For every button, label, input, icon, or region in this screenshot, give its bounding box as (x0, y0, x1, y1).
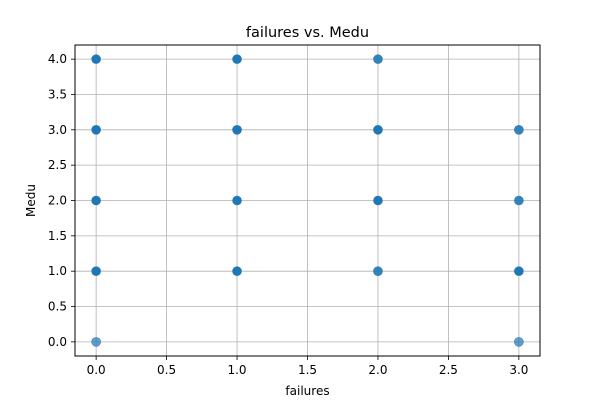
x-tick-label: 2.0 (368, 363, 387, 377)
scatter-point (373, 125, 383, 135)
data-points (91, 54, 524, 347)
scatter-point (373, 266, 383, 276)
scatter-point (514, 125, 524, 135)
y-tick-label: 2.0 (48, 194, 67, 208)
scatter-point (91, 54, 101, 64)
scatter-point (91, 337, 101, 347)
y-tick-label: 1.5 (48, 229, 67, 243)
scatter-point (373, 195, 383, 206)
y-tick-label: 0.5 (48, 300, 67, 314)
x-tick-label: 1.5 (298, 363, 317, 377)
x-tick-label: 2.5 (439, 363, 458, 377)
x-tick-label: 3.0 (509, 363, 528, 377)
axis-ticks: 0.0 0.5 1.0 1.5 2.0 2.5 3.0 0.0 0.5 1.0 1.5 2.0 2.5 3… (48, 52, 529, 377)
x-tick-label: 1.0 (227, 363, 246, 377)
scatter-point (232, 266, 242, 276)
y-tick-label: 3.0 (48, 123, 67, 137)
scatter-point (91, 125, 101, 135)
x-tick-label: 0.0 (87, 363, 106, 377)
x-tick-label: 0.5 (157, 363, 176, 377)
x-axis-label: failures (285, 384, 329, 398)
scatter-point (514, 337, 524, 347)
scatter-point (91, 195, 101, 206)
scatter-point (514, 266, 524, 276)
y-axis-label: Medu (24, 184, 38, 217)
scatter-point (232, 195, 242, 206)
scatter-point (232, 125, 242, 135)
y-tick-label: 3.5 (48, 87, 67, 101)
y-tick-label: 4.0 (48, 52, 67, 66)
scatter-point (514, 195, 524, 206)
scatter-point (373, 54, 383, 64)
y-tick-label: 0.0 (48, 335, 67, 349)
y-tick-label: 2.5 (48, 158, 67, 172)
scatter-point (232, 54, 242, 64)
scatter-point (91, 266, 101, 276)
chart-title: failures vs. Medu (246, 25, 369, 41)
y-tick-label: 1.0 (48, 264, 67, 278)
grid-lines (75, 45, 540, 356)
